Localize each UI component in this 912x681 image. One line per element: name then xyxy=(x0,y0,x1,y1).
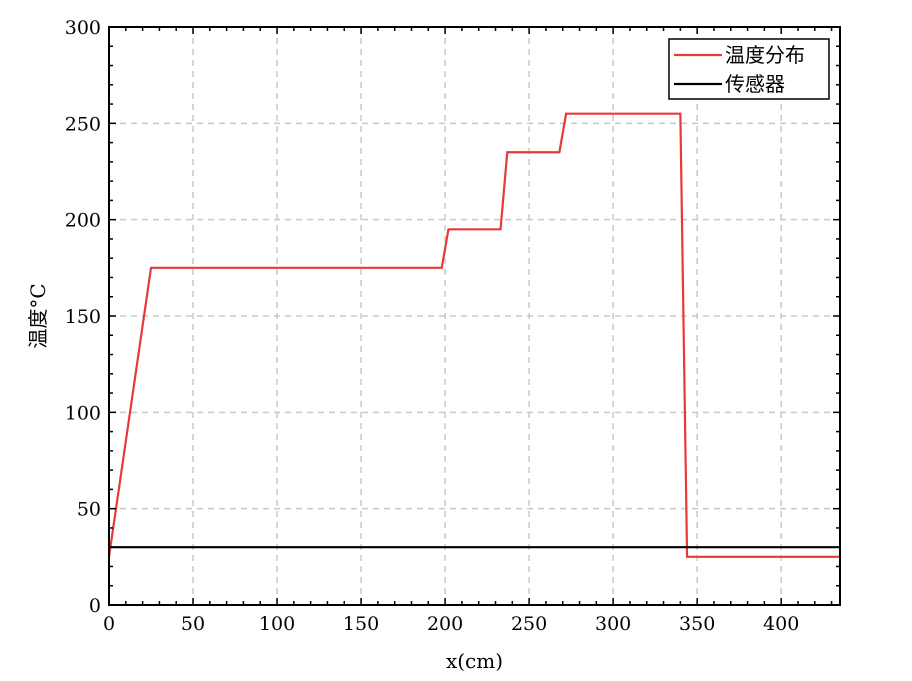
x-tick-label: 100 xyxy=(259,613,295,635)
y-tick-label: 0 xyxy=(89,595,101,617)
y-tick-label: 50 xyxy=(77,499,101,521)
x-tick-label: 0 xyxy=(103,613,115,635)
x-tick-label: 400 xyxy=(763,613,799,635)
y-tick-label: 150 xyxy=(65,306,101,328)
ticks xyxy=(108,26,840,606)
x-tick-label: 200 xyxy=(427,613,463,635)
legend-label-temperature: 温度分布 xyxy=(725,43,805,67)
x-tick-label: 150 xyxy=(343,613,379,635)
y-tick-label: 100 xyxy=(65,402,101,424)
grid xyxy=(109,27,840,605)
x-axis-label: x(cm) xyxy=(446,649,503,673)
y-axis-label: 温度°C xyxy=(26,283,50,348)
y-tick-label: 200 xyxy=(65,210,101,232)
x-tick-label: 250 xyxy=(511,613,547,635)
x-tick-label: 50 xyxy=(181,613,205,635)
x-tick-label: 350 xyxy=(679,613,715,635)
y-tick-label: 300 xyxy=(65,17,101,39)
legend-box xyxy=(668,38,830,100)
temperature-distribution-line xyxy=(107,112,840,558)
series-layer xyxy=(107,112,840,558)
x-tick-label: 300 xyxy=(595,613,631,635)
y-tick-label: 250 xyxy=(65,113,101,135)
tick-labels: 0 50 100 150 200 250 300 350 400 0 50 100 150 200 250 3… xyxy=(65,17,800,635)
legend-label-sensor: 传感器 xyxy=(725,72,785,96)
